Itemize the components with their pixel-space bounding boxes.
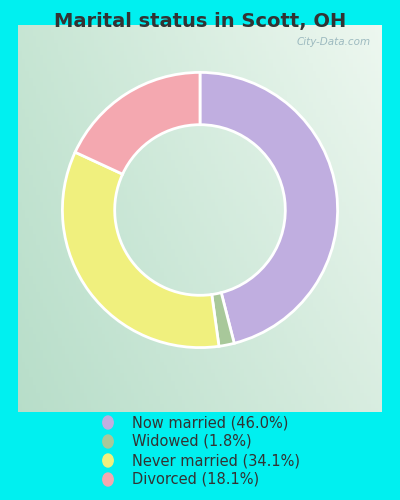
Wedge shape [212,292,234,346]
Text: City-Data.com: City-Data.com [297,36,371,46]
Wedge shape [200,72,338,344]
Text: Never married (34.1%): Never married (34.1%) [132,453,300,468]
Text: Now married (46.0%): Now married (46.0%) [132,415,288,430]
Text: Widowed (1.8%): Widowed (1.8%) [132,434,252,449]
Text: Marital status in Scott, OH: Marital status in Scott, OH [54,12,346,32]
Wedge shape [75,72,200,174]
Text: Divorced (18.1%): Divorced (18.1%) [132,472,259,487]
Wedge shape [62,152,219,348]
